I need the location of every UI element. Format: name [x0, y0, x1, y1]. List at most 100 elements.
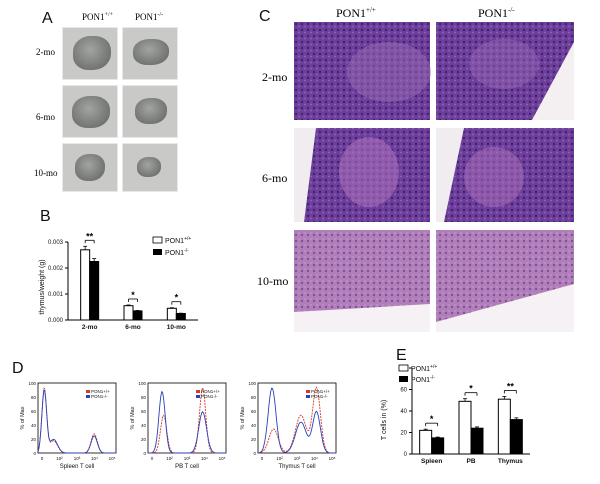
flow-curve-wt [148, 386, 226, 454]
panel-b-chart: thymus/weight (g) 0.000 0.001 0.002 0.003 *… [39, 231, 198, 331]
he-image-ko-2mo [436, 22, 574, 120]
panel-b-legend-ko-swatch [153, 249, 162, 255]
bar-ko-1 [132, 310, 143, 321]
flow-y-tick: 20 [31, 437, 37, 442]
flow-y-tick: 100 [28, 381, 36, 386]
x-category-label: Spleen [421, 458, 442, 465]
panel-b-legend-wt: PON1+/+ [165, 236, 191, 245]
y-tick-label: 0.000 [48, 318, 64, 324]
y-tick-label: 60 [400, 388, 407, 394]
flow-legend-wt: PON1+/+ [91, 389, 110, 394]
panel-c-letter: C [259, 8, 271, 25]
flow-y-tick: 20 [251, 437, 257, 442]
panel-d-flow-plots: 0 20 40 60 80 100 0 10² 10³ 10⁴ 10⁵ % of Max Spleen … [20, 381, 337, 470]
bar-wt-2 [497, 398, 511, 455]
bar-ko-1 [470, 427, 484, 455]
panel-c-row-1: 2-mo [262, 70, 288, 84]
flow-y-tick: 60 [251, 409, 257, 414]
flow-y-tick: 40 [251, 423, 257, 428]
thymus-photo-wt-10mo [62, 143, 118, 192]
panel-c-row-2: 6-mo [262, 171, 288, 185]
x-category-label: 10-mo [167, 324, 186, 331]
thymus-photo-wt-2mo [62, 27, 118, 80]
flow-xlabel: Spleen T cell [60, 464, 94, 470]
x-category-label: PB [466, 458, 475, 465]
flow-y-tick: 60 [31, 409, 37, 414]
panel-a-row-1: 2-mo [36, 47, 55, 57]
y-tick-label: 0.002 [48, 266, 64, 272]
panel-b-legend-ko: PON1-/- [165, 248, 189, 257]
panel-e-legend-ko: PON1-/- [411, 375, 435, 384]
x-category-label: 6-mo [125, 324, 141, 331]
flow-legend-wt-swatch [306, 390, 310, 393]
y-tick-label: 0.001 [48, 292, 64, 298]
panel-e-legend-ko-swatch [399, 376, 408, 382]
flow-y-tick: 0 [33, 451, 36, 456]
flow-y-tick: 0 [143, 451, 146, 456]
panel-c-col-wt-label: PON1 [336, 6, 367, 20]
thymus-photo-ko-10mo [122, 143, 178, 192]
panel-a-col-wt-label: PON1 [82, 12, 105, 22]
flow-legend-wt: PON1+/+ [201, 389, 220, 394]
panel-a-col-ko-label: PON1 [135, 12, 158, 22]
panel-d-letter: D [12, 360, 24, 377]
y-tick-label: 40 [400, 409, 407, 415]
panel-c-col-ko-sup: -/- [508, 6, 515, 14]
panel-a-row-3: 10-mo [34, 168, 58, 178]
flow-y-tick: 80 [251, 395, 257, 400]
y-tick-label: 0.003 [48, 240, 64, 246]
he-image-wt-6mo [294, 128, 430, 222]
y-tick-label: 20 [400, 431, 407, 437]
flow-legend-wt: PON1+/+ [311, 389, 330, 394]
flow-x-tick: 10² [166, 456, 173, 461]
bar-ko-0 [431, 437, 445, 455]
panel-c-col-wt: PON1+/+ [336, 6, 376, 21]
he-stain-images [294, 22, 574, 332]
flow-x-tick: 0 [261, 456, 264, 461]
bar-wt-0 [419, 429, 433, 455]
sig-label: ** [507, 381, 515, 391]
flow-legend-ko: PON1-/- [201, 394, 218, 399]
flow-y-tick: 60 [141, 409, 147, 414]
panel-b-ylabel: thymus/weight (g) [39, 259, 46, 314]
bar-wt-1 [123, 305, 134, 321]
flow-x-tick: 10³ [74, 456, 81, 461]
flow-legend-wt-swatch [196, 390, 200, 393]
panel-a-col-ko-sup: -/- [157, 12, 164, 18]
bar-ko-2 [175, 313, 186, 321]
flow-x-tick: 10⁵ [109, 456, 116, 461]
x-category-label: Thymus [498, 458, 523, 465]
panel-e-ylabel: T cells in (%) [381, 400, 388, 440]
panel-a-col-ko: PON1-/- [135, 12, 163, 22]
thymus-photo-ko-2mo [122, 27, 178, 80]
bar-wt-1 [458, 400, 472, 455]
panel-a-col-wt: PON1+/+ [82, 12, 113, 22]
panel-a-letter: A [42, 10, 53, 27]
flow-x-tick: 10⁴ [311, 456, 318, 461]
he-image-ko-6mo [436, 128, 574, 222]
he-image-ko-10mo [436, 230, 574, 332]
panel-e-letter: E [396, 347, 407, 364]
flow-plot-1: 0 20 40 60 80 100 0 10² 10³ 10⁴ 10⁵ % of Max PB T ce… [130, 381, 227, 470]
flow-x-tick: 10⁴ [201, 456, 208, 461]
flow-curve-wt [257, 386, 336, 454]
flow-x-tick: 10⁴ [91, 456, 98, 461]
flow-y-tick: 100 [248, 381, 256, 386]
panel-c-col-wt-sup: +/+ [366, 6, 376, 14]
flow-x-tick: 10³ [294, 456, 301, 461]
flow-legend-ko-swatch [306, 395, 310, 398]
sig-label: * [131, 290, 135, 300]
bar-ko-0 [89, 261, 100, 321]
thymus-photo-ko-6mo [122, 85, 178, 138]
thymus-photo-wt-6mo [62, 85, 118, 138]
flow-ylabel: % of Max [130, 406, 136, 429]
flow-xlabel: Thymus T cell [278, 464, 315, 470]
sig-label: * [175, 293, 179, 303]
panel-b-legend-wt-swatch [152, 236, 163, 244]
flow-x-tick: 10² [56, 456, 63, 461]
sig-label: * [430, 414, 434, 424]
flow-legend-ko: PON1-/- [91, 394, 108, 399]
flow-curve-ko [257, 387, 336, 454]
flow-legend-ko: PON1-/- [311, 394, 328, 399]
